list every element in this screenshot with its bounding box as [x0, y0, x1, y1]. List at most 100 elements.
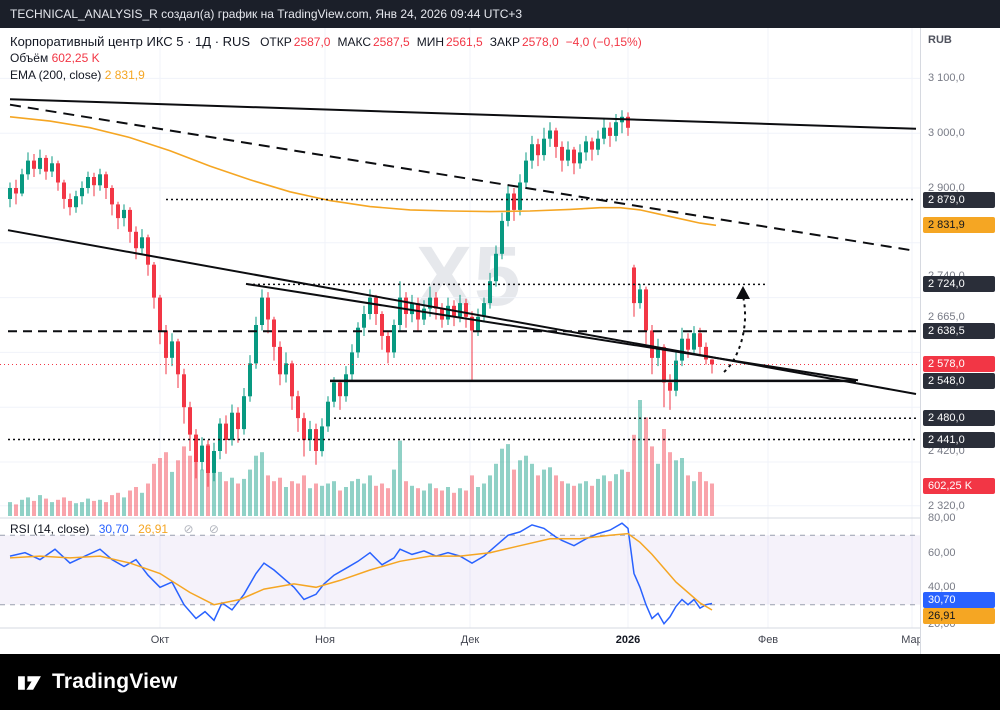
- candle-body: [242, 396, 246, 430]
- volume-bar: [248, 469, 252, 516]
- candle-body: [68, 199, 72, 208]
- descending-trendline-main[interactable]: [7, 229, 917, 395]
- volume-bar: [74, 503, 78, 516]
- volume-bar: [572, 485, 576, 516]
- volume-bar: [434, 488, 438, 516]
- volume-bar: [506, 444, 510, 516]
- candle-body: [608, 127, 612, 136]
- time-label: Мар: [901, 634, 920, 646]
- volume-bar: [230, 477, 234, 516]
- candle-body: [278, 346, 282, 375]
- volume-bar: [404, 481, 408, 516]
- volume-bar: [656, 463, 660, 516]
- tradingview-brand[interactable]: TradingView: [52, 670, 178, 693]
- candle-body: [398, 297, 402, 325]
- price-axis[interactable]: RUB 3 100,03 000,02 900,02 740,02 665,02…: [920, 28, 1000, 654]
- rsi-band: [0, 535, 920, 605]
- volume-bar: [20, 499, 24, 516]
- volume-bar: [200, 469, 204, 516]
- candle-body: [194, 434, 198, 462]
- symbol-title: Корпоративный центр ИКС 5 · 1Д · RUS: [10, 34, 251, 49]
- volume-bar: [26, 497, 30, 516]
- volume-bar: [416, 488, 420, 516]
- candle-body: [14, 188, 18, 194]
- rsi-legend[interactable]: RSI (14, close) 30,70 26,91 ⊘ ⊘: [10, 522, 225, 536]
- eye-icon[interactable]: ⊘: [183, 522, 194, 536]
- candle-body: [380, 314, 384, 336]
- close-label: ЗАКР: [489, 35, 520, 49]
- chart-canvas[interactable]: [0, 28, 920, 654]
- volume-bar: [110, 495, 114, 516]
- projection-arrow[interactable]: [723, 295, 747, 373]
- candle-body: [692, 333, 696, 350]
- tradingview-logo-icon[interactable]: [16, 669, 43, 696]
- candle-body: [626, 116, 630, 128]
- volume-bar: [164, 452, 168, 516]
- volume-bar: [332, 481, 336, 516]
- more-icon[interactable]: ⊘: [208, 522, 219, 536]
- volume-bar: [458, 488, 462, 516]
- candle-body: [464, 303, 468, 317]
- descending-dashed-trendline[interactable]: [9, 103, 917, 252]
- volume-label: Объём: [10, 51, 49, 65]
- volume-bar: [512, 469, 516, 516]
- candle-body: [212, 451, 216, 473]
- candle-body: [236, 412, 240, 430]
- projection-arrow-head[interactable]: [736, 286, 750, 299]
- candle-body: [86, 177, 90, 188]
- volume-bar: [308, 488, 312, 516]
- volume-bar: [602, 475, 606, 516]
- candle-body: [548, 130, 552, 139]
- currency-label: RUB: [928, 34, 952, 46]
- resistance-trendline-upper[interactable]: [9, 98, 917, 130]
- chart-legend: Корпоративный центр ИКС 5 · 1Д · RUS ОТКР…: [10, 33, 642, 84]
- volume-bar: [554, 475, 558, 516]
- ema-row[interactable]: EMA (200, close) 2 831,9: [10, 67, 642, 84]
- high-label: МАКС: [337, 35, 371, 49]
- volume-bar: [350, 481, 354, 516]
- volume-bar: [446, 487, 450, 516]
- candle-body: [302, 418, 306, 441]
- candle-body: [554, 130, 558, 147]
- snapshot-header-text: TECHNICAL_ANALYSIS_R создал(а) график на…: [10, 7, 523, 21]
- price-tick: 2 320,0: [928, 499, 965, 512]
- candle-body: [188, 407, 192, 435]
- candle-body: [128, 209, 132, 232]
- candle-body: [224, 423, 228, 440]
- rsi-badge: 30,70: [923, 592, 995, 608]
- chart-area: X5 Корпоративный центр ИКС 5 · 1Д · RUS О…: [0, 28, 1000, 654]
- candle-body: [500, 220, 504, 254]
- volume-bar: [152, 463, 156, 516]
- volume-bar: [548, 467, 552, 516]
- symbol-row[interactable]: Корпоративный центр ИКС 5 · 1Д · RUS ОТКР…: [10, 33, 642, 50]
- volume-bar: [284, 487, 288, 516]
- volume-row[interactable]: Объём 602,25 K: [10, 50, 642, 67]
- candle-body: [272, 319, 276, 347]
- volume-bar: [254, 455, 258, 516]
- snapshot-header: TECHNICAL_ANALYSIS_R создал(а) график на…: [0, 0, 1000, 28]
- time-axis[interactable]: Окт Ноя Дек 2026 Фев Мар: [0, 628, 920, 654]
- volume-bar: [368, 475, 372, 516]
- volume-badge: 602,25 K: [923, 478, 995, 494]
- ema-line: [9, 116, 717, 227]
- price-tick: 2 420,0: [928, 445, 965, 458]
- ohlc-low: МИН 2561,5: [417, 35, 483, 49]
- candle-body: [536, 144, 540, 156]
- candle-body: [488, 281, 492, 304]
- volume-bar: [224, 481, 228, 516]
- candle-body: [602, 127, 606, 139]
- candle-body: [92, 177, 96, 186]
- volume-bar: [710, 483, 714, 516]
- candle-body: [566, 149, 570, 161]
- candle-body: [260, 297, 264, 325]
- candle-body: [110, 188, 114, 205]
- volume-bar: [524, 455, 528, 516]
- candle-body: [332, 382, 336, 402]
- volume-bar: [482, 483, 486, 516]
- candle-body: [134, 231, 138, 249]
- candle-body: [230, 412, 234, 441]
- price-badge: 2 480,0: [923, 410, 995, 427]
- volume-bar: [674, 460, 678, 516]
- candle-body: [704, 346, 708, 360]
- candle-body: [170, 341, 174, 358]
